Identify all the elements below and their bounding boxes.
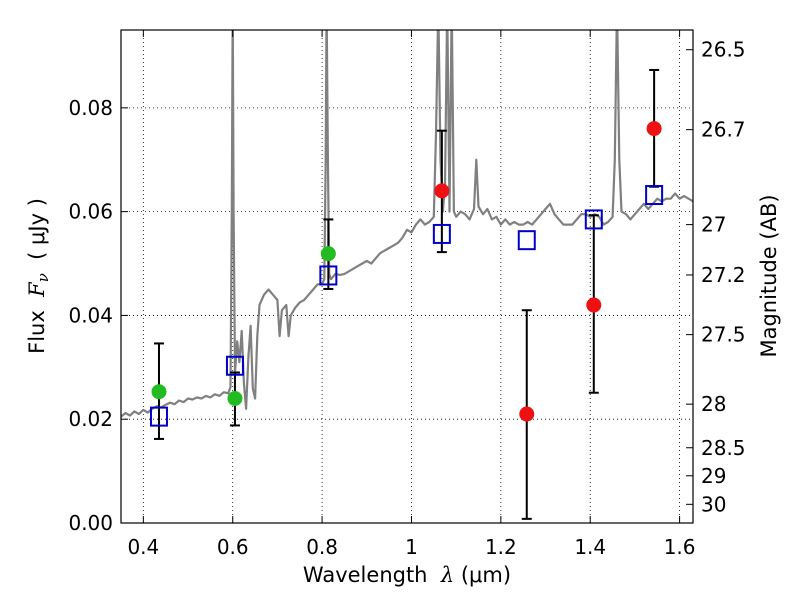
x-tick-label: 1.2: [485, 535, 517, 559]
y2-tick-label: 26.5: [701, 38, 746, 62]
x-tick-label: 0.4: [127, 535, 159, 559]
red-data-point: [519, 406, 535, 422]
red-data-point: [646, 121, 662, 137]
spectrum-line: [121, 30, 693, 418]
x-axis-label: Wavelength λ (μm): [303, 563, 511, 587]
y2-tick-label: 27.5: [701, 323, 746, 347]
model-square-marker: [432, 223, 451, 244]
y2-tick-label: 27: [701, 213, 726, 237]
x-tick-label: 0.6: [217, 535, 249, 559]
y-axis-label: Flux Fν ( μJy ): [25, 198, 52, 354]
model-square-marker: [319, 265, 338, 286]
green-data-point: [227, 390, 243, 406]
y-tick-label: 0.06: [68, 200, 113, 224]
red-data-point: [586, 297, 602, 313]
y2-tick-label: 30: [701, 492, 726, 516]
y-tick-label: 0.04: [68, 303, 113, 327]
model-square-marker: [645, 185, 664, 206]
y2-tick-label: 28: [701, 392, 726, 416]
red-data-point: [434, 183, 450, 199]
x-tick-label: 0.8: [306, 535, 338, 559]
plot-frame: [120, 29, 694, 524]
y2-tick-label: 26.7: [701, 118, 746, 142]
model-square-marker: [149, 406, 168, 427]
model-square-marker: [225, 355, 244, 376]
axis-ticks: 0.4 0.6 0.8 1 1.2 1.4 1.6 0.00 0.02 0.04 0.06 0.08 2…: [68, 30, 746, 559]
model-square-marker: [517, 230, 536, 251]
y2-tick-label: 28.5: [701, 436, 746, 460]
grid: [121, 30, 693, 524]
y2-axis-label: Magnitude (AB): [757, 194, 781, 357]
y-tick-label: 0.02: [68, 407, 113, 431]
green-data-point: [320, 246, 336, 262]
y-tick-label: 0.08: [68, 96, 113, 120]
x-tick-label: 1.6: [664, 535, 696, 559]
model-square-marker: [584, 209, 603, 230]
y2-tick-label: 29: [701, 464, 726, 488]
y2-tick-label: 27.2: [701, 263, 746, 287]
y-tick-label: 0.00: [68, 511, 113, 535]
x-tick-label: 1: [405, 535, 418, 559]
green-data-point: [151, 384, 167, 400]
x-tick-label: 1.4: [574, 535, 606, 559]
plot-area: [121, 30, 693, 520]
